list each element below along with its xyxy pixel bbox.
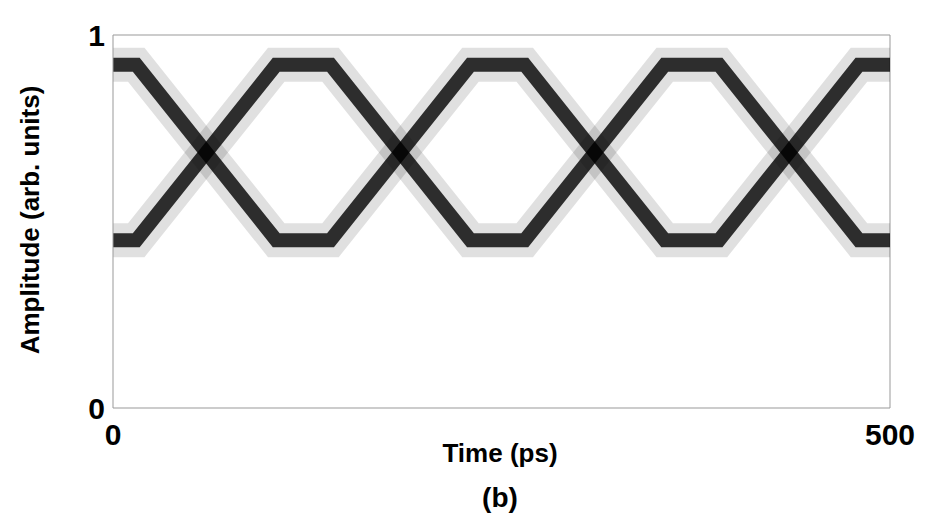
svg-text:0: 0 — [88, 392, 105, 425]
svg-text:500: 500 — [865, 418, 915, 451]
html-text:Amplitude (arb. units): Amplitude (arb. units) — [14, 85, 45, 355]
html-text:Time (ps): Time (ps) — [442, 438, 558, 468]
svg-text:1: 1 — [88, 19, 105, 52]
html-text:(b): (b) — [482, 482, 518, 513]
svg-text:0: 0 — [105, 418, 122, 451]
